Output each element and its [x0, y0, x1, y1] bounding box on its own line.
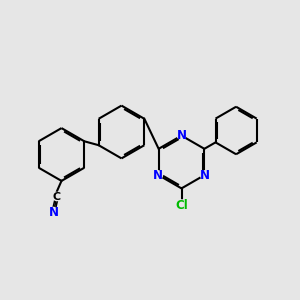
- Text: N: N: [153, 169, 163, 182]
- Circle shape: [175, 199, 188, 212]
- Circle shape: [153, 170, 163, 180]
- Circle shape: [200, 170, 210, 180]
- Circle shape: [52, 192, 62, 201]
- Text: Cl: Cl: [175, 199, 188, 212]
- Text: N: N: [176, 128, 187, 142]
- Text: C: C: [53, 191, 61, 202]
- Circle shape: [176, 130, 187, 140]
- Circle shape: [48, 207, 59, 218]
- Text: N: N: [200, 169, 210, 182]
- Text: N: N: [48, 206, 59, 219]
